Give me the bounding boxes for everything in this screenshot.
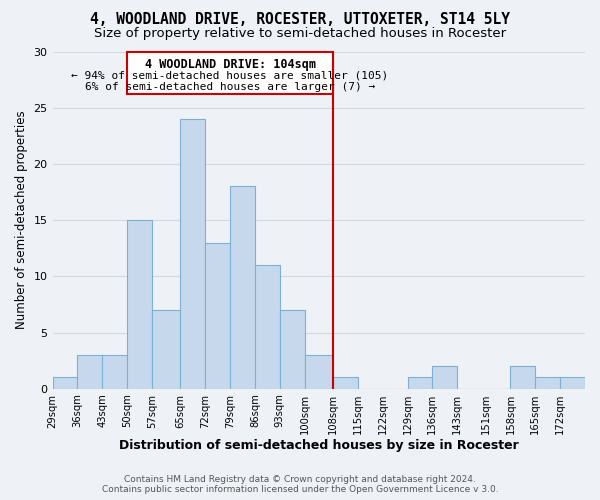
Bar [255, 265, 280, 388]
Bar [102, 355, 127, 388]
Text: Contains HM Land Registry data © Crown copyright and database right 2024.
Contai: Contains HM Land Registry data © Crown c… [101, 474, 499, 494]
Bar [511, 366, 535, 388]
Text: ← 94% of semi-detached houses are smaller (105): ← 94% of semi-detached houses are smalle… [71, 70, 389, 81]
X-axis label: Distribution of semi-detached houses by size in Rocester: Distribution of semi-detached houses by … [119, 440, 518, 452]
Bar [560, 378, 585, 388]
Bar [181, 119, 205, 388]
Y-axis label: Number of semi-detached properties: Number of semi-detached properties [15, 111, 28, 330]
Bar [433, 366, 457, 388]
Bar [77, 355, 102, 388]
Bar [53, 378, 77, 388]
FancyBboxPatch shape [127, 52, 333, 94]
Bar [407, 378, 433, 388]
Text: Size of property relative to semi-detached houses in Rocester: Size of property relative to semi-detach… [94, 28, 506, 40]
Bar [535, 378, 560, 388]
Bar [127, 220, 152, 388]
Bar [152, 310, 181, 388]
Text: 4, WOODLAND DRIVE, ROCESTER, UTTOXETER, ST14 5LY: 4, WOODLAND DRIVE, ROCESTER, UTTOXETER, … [90, 12, 510, 28]
Bar [333, 378, 358, 388]
Bar [230, 186, 255, 388]
Bar [280, 310, 305, 388]
Bar [305, 355, 333, 388]
Text: 4 WOODLAND DRIVE: 104sqm: 4 WOODLAND DRIVE: 104sqm [145, 58, 316, 71]
Bar [205, 242, 230, 388]
Text: 6% of semi-detached houses are larger (7) →: 6% of semi-detached houses are larger (7… [85, 82, 375, 92]
